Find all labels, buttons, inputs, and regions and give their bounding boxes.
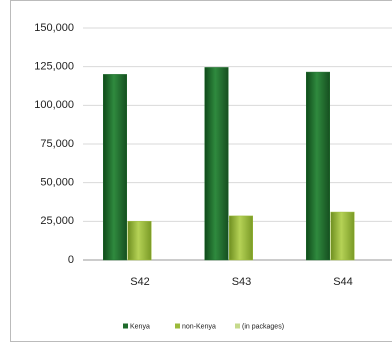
y-tick-label: 0 <box>68 254 74 266</box>
legend-swatch <box>123 323 128 329</box>
bar <box>330 211 355 261</box>
x-tick-label: S44 <box>333 276 353 288</box>
x-tick-label: S42 <box>130 276 150 288</box>
bar <box>127 221 152 261</box>
x-tick-label: S43 <box>232 276 252 288</box>
legend-label: (in packages) <box>242 323 284 330</box>
bar <box>306 71 330 261</box>
y-tick-label: 100,000 <box>34 99 74 111</box>
y-tick-label: 50,000 <box>40 177 74 189</box>
legend-label: non-Kenya <box>182 323 216 330</box>
bar <box>229 215 253 261</box>
legend-swatch <box>175 323 180 329</box>
bar <box>103 74 127 261</box>
y-tick-label: 25,000 <box>40 215 74 227</box>
legend-label: Kenya <box>130 323 150 330</box>
y-tick-label: 75,000 <box>40 138 74 150</box>
y-tick-label: 150,000 <box>34 22 74 34</box>
y-tick-label: 125,000 <box>34 61 74 73</box>
bar <box>204 67 229 261</box>
legend-swatch <box>235 323 240 329</box>
chart-frame <box>10 0 392 342</box>
